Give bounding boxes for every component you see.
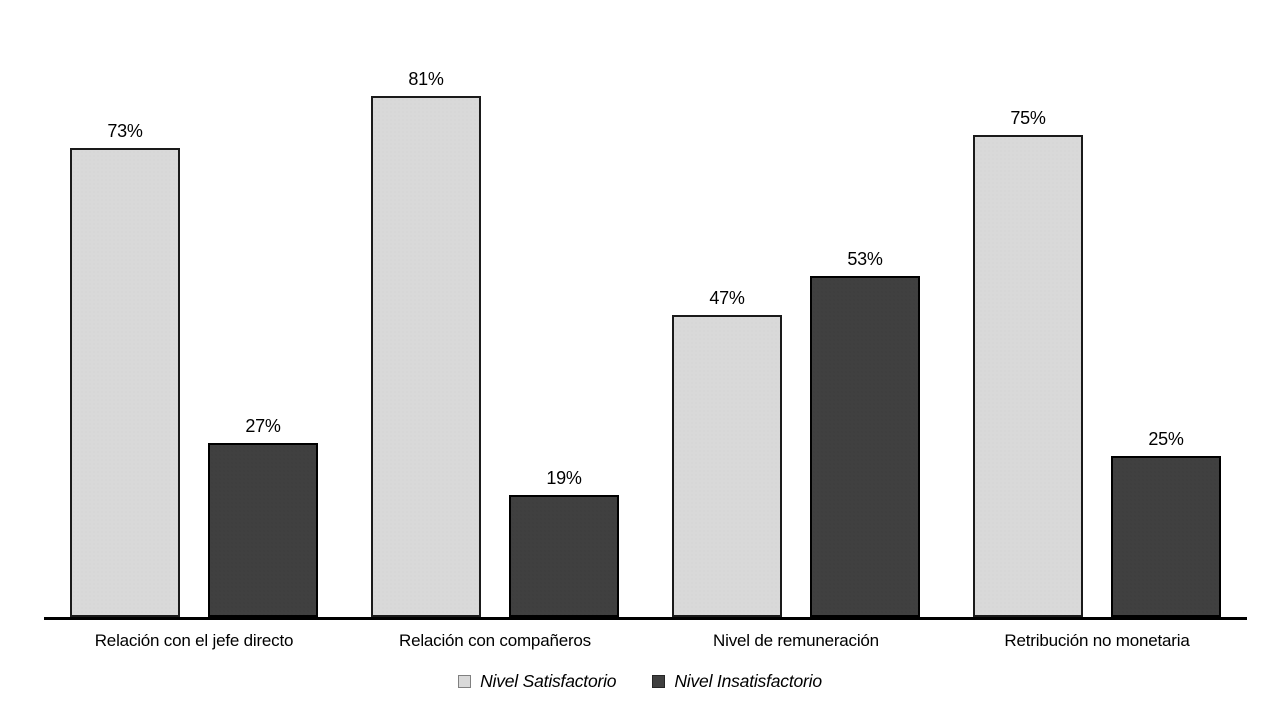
legend-item: Nivel Insatisfactorio bbox=[652, 671, 822, 692]
bar-group: 75% 25% bbox=[973, 108, 1221, 617]
bar-column: 27% bbox=[208, 416, 318, 617]
legend: Nivel Satisfactorio Nivel Insatisfactorio bbox=[0, 671, 1280, 692]
bar-column: 81% bbox=[371, 69, 481, 617]
bar-group: 81% 19% bbox=[371, 69, 619, 617]
bar-satisfactorio bbox=[973, 135, 1083, 617]
bar-column: 75% bbox=[973, 108, 1083, 617]
legend-label: Nivel Satisfactorio bbox=[480, 671, 617, 691]
x-axis-labels: Relación con el jefe directo Relación con… bbox=[0, 631, 1280, 655]
bar-column: 19% bbox=[509, 468, 619, 617]
bar-satisfactorio bbox=[672, 315, 782, 617]
legend-swatch-icon bbox=[652, 675, 666, 688]
bar-value-label: 75% bbox=[1010, 108, 1046, 128]
bar-value-label: 25% bbox=[1148, 429, 1184, 449]
category-label: Relación con el jefe directo bbox=[94, 631, 294, 650]
category-label: Nivel de remuneración bbox=[713, 631, 879, 650]
bar-value-label: 53% bbox=[847, 249, 883, 269]
bar-column: 53% bbox=[810, 249, 920, 617]
bar-value-label: 47% bbox=[709, 288, 745, 308]
bar-column: 73% bbox=[70, 121, 180, 617]
legend-swatch-icon bbox=[458, 675, 472, 688]
bar-column: 47% bbox=[672, 288, 782, 617]
bar-value-label: 27% bbox=[245, 416, 281, 436]
bar-insatisfactorio bbox=[509, 495, 619, 617]
plot-area: 73% 27% 81% 19% 47% 53% 75% 25% bbox=[44, 0, 1247, 620]
bar-group: 47% 53% bbox=[672, 249, 920, 617]
bar-value-label: 73% bbox=[107, 121, 143, 141]
bar-column: 25% bbox=[1111, 429, 1221, 617]
legend-item: Nivel Satisfactorio bbox=[458, 671, 617, 692]
bar-value-label: 19% bbox=[546, 468, 582, 488]
bar-satisfactorio bbox=[371, 96, 481, 617]
bar-insatisfactorio bbox=[810, 276, 920, 617]
bar-insatisfactorio bbox=[208, 443, 318, 617]
legend-label: Nivel Insatisfactorio bbox=[674, 671, 822, 691]
bar-satisfactorio bbox=[70, 148, 180, 617]
bar-insatisfactorio bbox=[1111, 456, 1221, 617]
bar-value-label: 81% bbox=[408, 69, 444, 89]
category-label: Relación con compañeros bbox=[399, 631, 591, 650]
category-label: Retribución no monetaria bbox=[1004, 631, 1190, 650]
bar-group: 73% 27% bbox=[70, 121, 318, 617]
